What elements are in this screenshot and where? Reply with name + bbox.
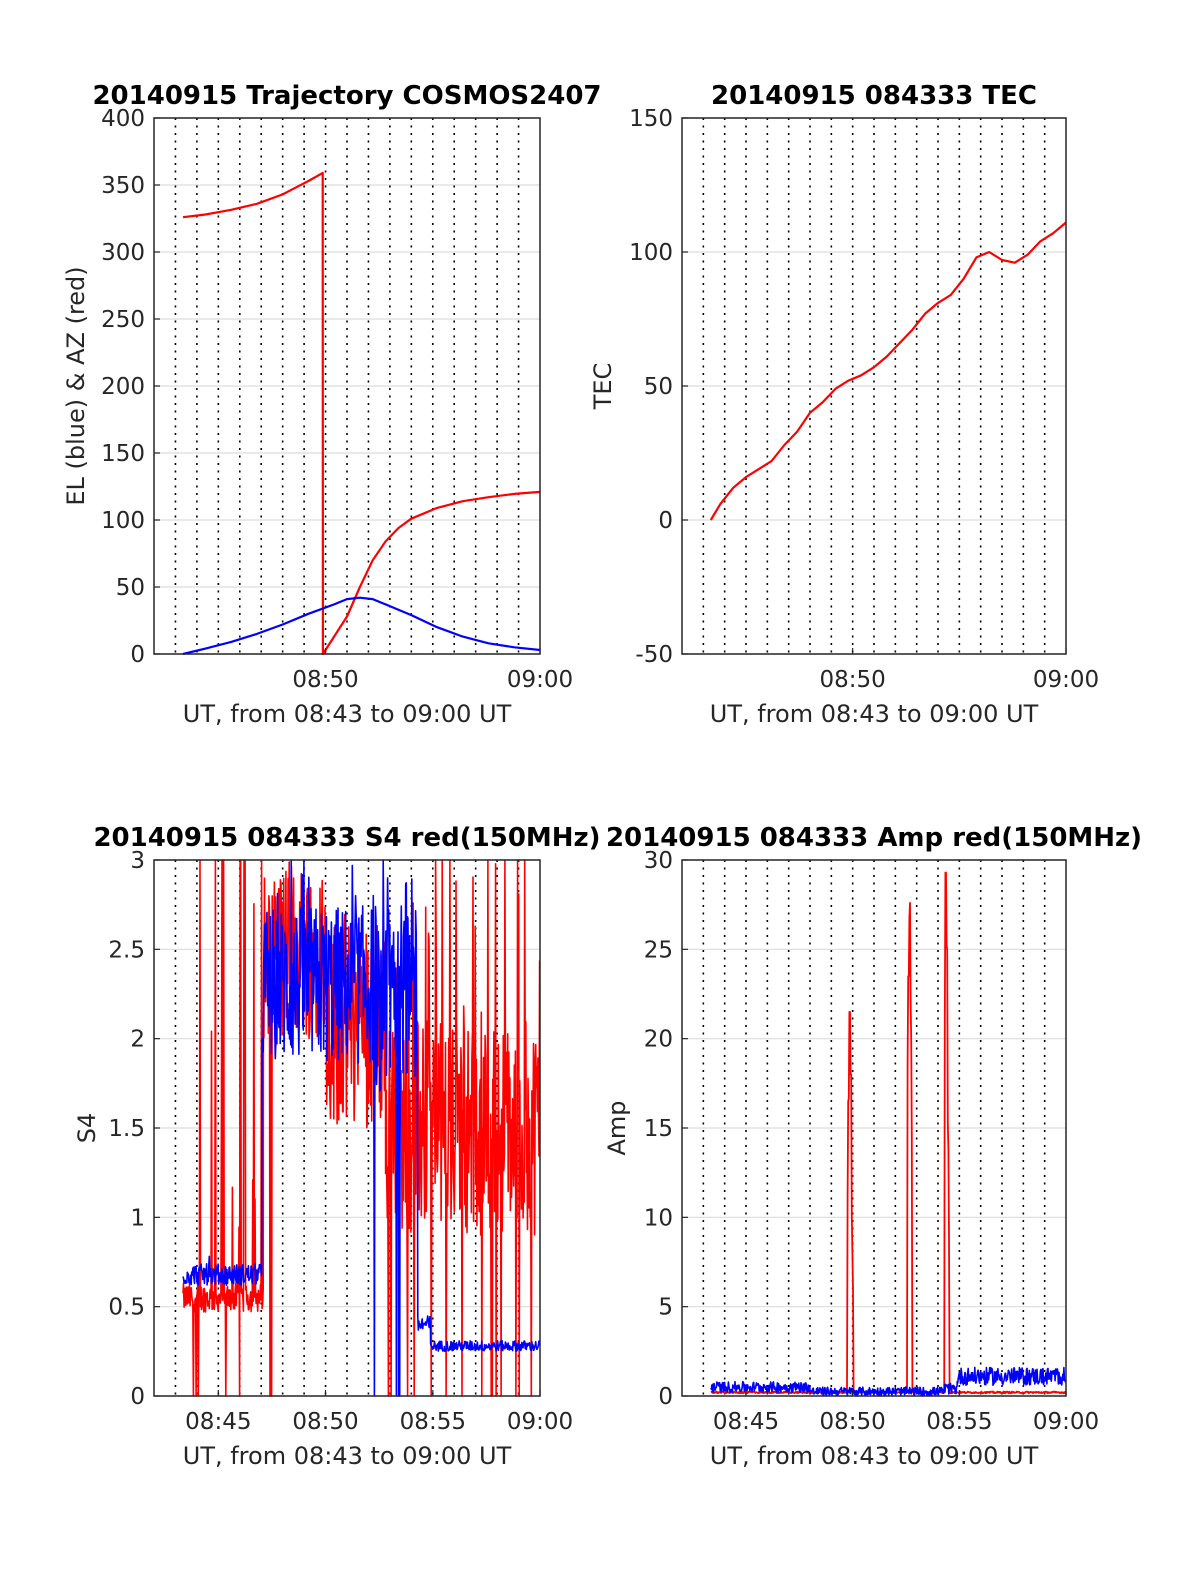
trajectory-y-label: EL (blue) & AZ (red)	[62, 266, 90, 505]
s4-y-tick-label-6: 3	[130, 848, 145, 874]
trajectory-series	[182, 171, 541, 656]
tec-y-tick-label-2: 50	[644, 374, 673, 400]
s4-y-tick-label-3: 1.5	[108, 1116, 145, 1142]
s4-panel: 20140915 084333 S4 red(150MHz) 0 0.5 1 1.5 2…	[73, 823, 601, 1470]
s4-y-label: S4	[73, 1113, 101, 1144]
tec-x-tick-label-1: 09:00	[1033, 667, 1099, 693]
tec-panel: 20140915 084333 TEC -50 0 50 100 150 08:50 09…	[589, 81, 1099, 728]
amp-x-ticks: 08:45 08:50 08:55 09:00	[713, 1390, 1099, 1435]
trajectory-y-tick-label-3: 150	[101, 441, 145, 467]
trajectory-panel: 20140915 Trajectory COSMOS2407 0 50 100 150…	[62, 81, 602, 728]
tec-series	[709, 221, 1067, 521]
amp-y-tick-label-1: 5	[658, 1295, 673, 1321]
trajectory-series-0	[182, 171, 541, 656]
tec-title: 20140915 084333 TEC	[711, 81, 1037, 111]
s4-y-tick-label-0: 0	[130, 1384, 145, 1410]
s4-y-tick-label-4: 2	[130, 1027, 145, 1053]
tec-y-label: TEC	[589, 363, 617, 411]
trajectory-y-ticks: 0 50 100 150 200 250 300 350 400	[101, 106, 160, 668]
s4-y-tick-label-1: 0.5	[108, 1295, 145, 1321]
trajectory-x-tick-label-0: 08:50	[292, 667, 358, 693]
s4-series	[182, 859, 541, 1397]
tec-y-ticks: -50 0 50 100 150	[629, 106, 688, 668]
trajectory-x-ticks: 08:50 09:00	[292, 648, 573, 693]
tec-x-ticks: 08:50 09:00	[819, 648, 1099, 693]
s4-x-label: UT, from 08:43 to 09:00 UT	[183, 1442, 512, 1470]
s4-y-ticks: 0 0.5 1 1.5 2 2.5 3	[108, 848, 160, 1410]
amp-y-ticks: 0 5 10 15 20 25 30	[644, 848, 688, 1410]
trajectory-y-tick-label-5: 250	[101, 307, 145, 333]
s4-y-tick-label-2: 1	[130, 1205, 145, 1231]
amp-title: 20140915 084333 Amp red(150MHz)	[606, 823, 1142, 853]
amp-series-1	[710, 1366, 1067, 1397]
amp-y-tick-label-5: 25	[644, 937, 673, 963]
tec-y-tick-label-0: -50	[635, 642, 673, 668]
amp-x-tick-label-1: 08:50	[819, 1409, 885, 1435]
s4-x-tick-label-1: 08:50	[292, 1409, 358, 1435]
tec-y-tick-label-3: 100	[629, 240, 673, 266]
amp-series	[710, 871, 1067, 1397]
amp-y-tick-label-6: 30	[644, 848, 673, 874]
s4-series-0	[182, 859, 541, 1397]
trajectory-title: 20140915 Trajectory COSMOS2407	[92, 81, 601, 111]
amp-panel: 20140915 084333 Amp red(150MHz) 0 5 10 15 20…	[603, 823, 1142, 1470]
trajectory-x-label: UT, from 08:43 to 09:00 UT	[183, 700, 512, 728]
tec-y-tick-label-1: 0	[658, 508, 673, 534]
s4-series-1	[182, 859, 541, 1397]
trajectory-y-tick-label-0: 0	[130, 642, 145, 668]
amp-y-label: Amp	[603, 1100, 631, 1155]
amp-x-tick-label-2: 08:55	[926, 1409, 992, 1435]
amp-x-tick-label-3: 09:00	[1033, 1409, 1099, 1435]
s4-x-tick-label-2: 08:55	[400, 1409, 466, 1435]
s4-title: 20140915 084333 S4 red(150MHz)	[93, 823, 600, 853]
tec-x-tick-label-0: 08:50	[819, 667, 885, 693]
tec-y-tick-label-4: 150	[629, 106, 673, 132]
tec-series-0	[709, 221, 1067, 521]
tec-x-label: UT, from 08:43 to 09:00 UT	[710, 700, 1039, 728]
trajectory-x-tick-label-1: 09:00	[507, 667, 573, 693]
trajectory-y-tick-label-4: 200	[101, 374, 145, 400]
trajectory-y-tick-label-8: 400	[101, 106, 145, 132]
s4-x-tick-label-3: 09:00	[507, 1409, 573, 1435]
trajectory-series-1	[182, 596, 541, 656]
s4-x-ticks: 08:45 08:50 08:55 09:00	[185, 1390, 573, 1435]
amp-y-tick-label-2: 10	[644, 1205, 673, 1231]
s4-y-tick-label-5: 2.5	[108, 937, 145, 963]
amp-y-tick-label-0: 0	[658, 1384, 673, 1410]
trajectory-y-tick-label-7: 350	[101, 173, 145, 199]
trajectory-y-tick-label-2: 100	[101, 508, 145, 534]
amp-x-tick-label-0: 08:45	[713, 1409, 779, 1435]
trajectory-y-tick-label-1: 50	[116, 575, 145, 601]
s4-x-tick-label-0: 08:45	[185, 1409, 251, 1435]
amp-x-label: UT, from 08:43 to 09:00 UT	[710, 1442, 1039, 1470]
amp-y-tick-label-3: 15	[644, 1116, 673, 1142]
amp-y-tick-label-4: 20	[644, 1027, 673, 1053]
trajectory-y-tick-label-6: 300	[101, 240, 145, 266]
